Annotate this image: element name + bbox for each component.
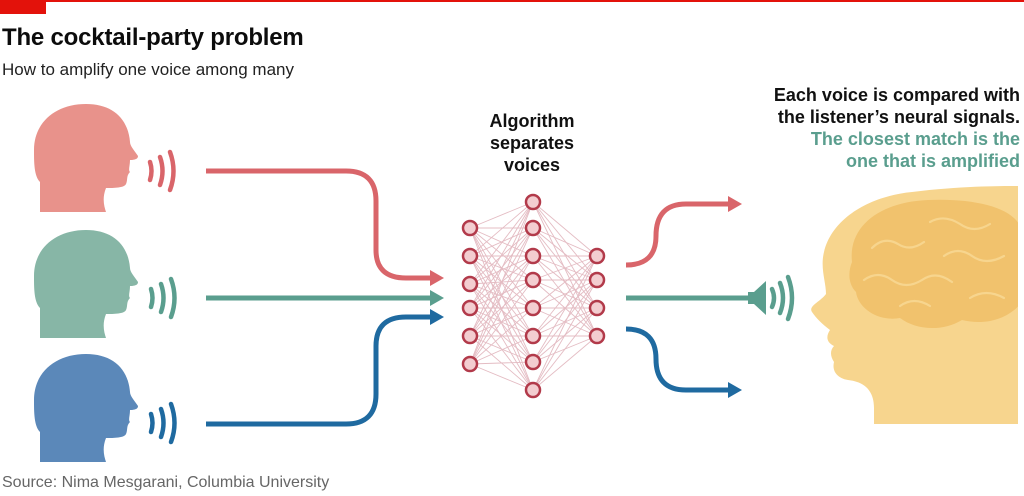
algorithm-label-line: Algorithm [489,111,575,131]
brand-tag [0,0,46,14]
network-edge [469,307,534,365]
source-credit: Source: Nima Mesgarani, Columbia Univers… [2,474,330,491]
network-node [524,271,542,289]
input-arrow-teal [206,290,444,306]
network-edge [469,255,534,363]
network-node [524,299,542,317]
network-edge [532,279,598,391]
network-nodes [461,193,606,399]
algorithm-label-line: separates [489,133,575,153]
page-title: The cocktail-party problem [2,24,304,51]
sound-wave-blue-icon [148,401,177,445]
listener-head-with-brain-icon [811,186,1018,424]
network-edge [469,363,534,391]
network-node [461,327,479,345]
sound-wave-red-icon [147,149,176,193]
network-edge [532,255,598,337]
network-edge [469,255,534,365]
network-node [524,247,542,265]
network-edge [532,279,598,337]
network-node [524,381,542,399]
sound-wave-teal-icon [148,276,177,320]
speaker-head-red-icon [34,104,138,212]
network-node [524,219,542,237]
note-highlight-line: The closest match is the [810,129,1020,149]
network-edge [532,279,598,309]
network-node [588,327,606,345]
network-edge [469,201,534,285]
network-node [588,299,606,317]
speaker-head-teal-icon [34,230,138,338]
loudspeaker-icon [748,274,795,322]
network-edge [469,279,534,337]
note-highlight-line: one that is amplified [845,151,1020,171]
network-edge [532,227,598,281]
network-edge [532,201,598,281]
comparison-note: Each voice is compared with the listener… [774,84,1020,172]
network-edge [469,201,534,257]
algorithm-label-line: voices [503,155,561,175]
network-edge [532,279,598,363]
neural-network-icon [461,193,606,399]
network-edge [469,227,534,365]
network-edge [469,227,534,285]
network-edge [532,255,598,363]
network-edge [469,283,534,391]
network-edge [469,201,534,365]
network-edge [469,201,534,337]
network-edge [469,361,534,365]
network-edges [469,201,598,391]
network-edge [469,201,534,229]
network-edge [532,255,598,281]
network-node [588,271,606,289]
network-edge [469,335,534,365]
network-node [461,219,479,237]
network-node [588,247,606,265]
network-edge [532,307,598,391]
note-line: the listener’s neural signals. [777,107,1020,127]
network-edge [469,307,534,363]
network-node [461,275,479,293]
input-arrow-red [206,168,444,286]
network-node [461,247,479,265]
network-edge [532,227,598,257]
network-edge [532,255,598,309]
network-node [524,353,542,371]
network-edge [532,201,598,337]
network-edge [469,279,534,309]
network-edge [469,201,534,309]
algorithm-label: Algorithm separates voices [462,110,602,176]
network-edge [532,255,598,391]
network-node [524,193,542,211]
output-arrow-blue [625,326,742,398]
network-edge [469,283,534,363]
network-node [524,327,542,345]
network-edge [469,279,534,365]
network-node [461,355,479,373]
network-edge [469,227,534,257]
output-arrow-red [625,196,742,268]
note-line: Each voice is compared with [773,85,1020,105]
brand-rule [0,0,1024,2]
brain-icon [849,199,1018,329]
network-node [461,299,479,317]
speaker-head-blue-icon [34,354,138,462]
input-arrow-blue [206,309,444,427]
network-edge [532,335,598,391]
page-subtitle: How to amplify one voice among many [2,60,294,79]
network-edge [532,201,598,257]
network-edge [469,227,534,281]
network-edge [532,201,598,309]
